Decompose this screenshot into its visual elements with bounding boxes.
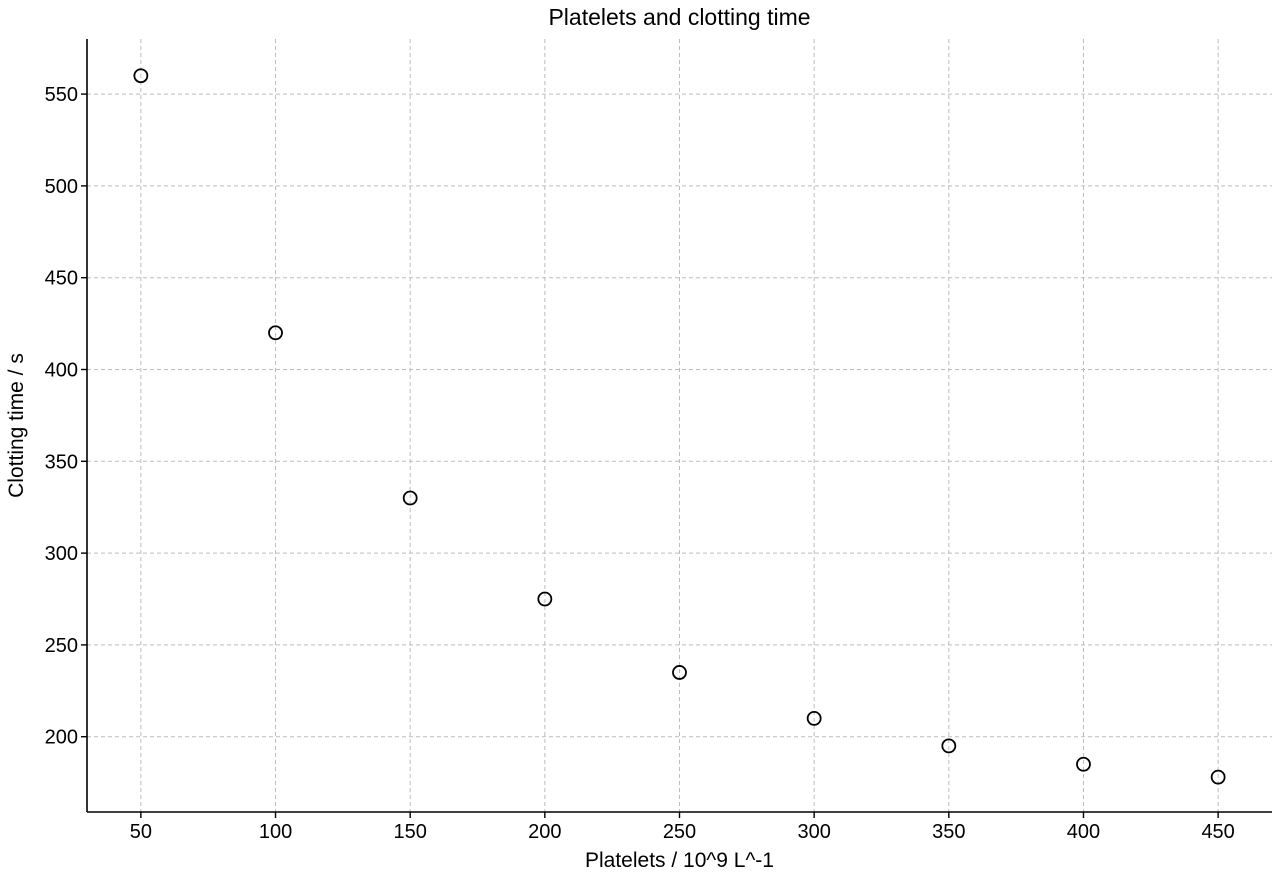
y-tick-label: 400 (45, 359, 78, 381)
y-tick-label: 450 (45, 268, 78, 290)
points-layer (133, 68, 1226, 785)
x-tick-label: 250 (663, 821, 696, 843)
x-tick-label: 100 (259, 821, 292, 843)
x-tick-label: 200 (528, 821, 561, 843)
data-point (672, 665, 687, 680)
data-point (268, 325, 283, 341)
x-tick-label: 150 (393, 821, 426, 843)
x-tick-label: 300 (797, 821, 830, 843)
data-point (806, 710, 822, 726)
y-axis-label: Clotting time / s (5, 353, 28, 498)
chart-title: Platelets and clotting time (548, 4, 810, 30)
data-point (133, 68, 149, 84)
data-point (537, 591, 553, 607)
x-tick-label: 450 (1201, 821, 1234, 843)
data-point (1076, 756, 1091, 772)
y-tick-label: 550 (45, 84, 78, 106)
y-tick-label: 300 (45, 543, 78, 565)
data-point (402, 490, 418, 506)
x-tick-label: 50 (130, 821, 152, 843)
y-tick-label: 250 (45, 635, 78, 657)
x-tick-label: 400 (1067, 821, 1100, 843)
y-tick-label: 350 (45, 451, 78, 473)
ticks-layer: 50 100 150 200 250 300 350 400 450 200 250 300 350 40… (45, 84, 1235, 843)
x-axis-label: Platelets / 10^9 L^-1 (585, 849, 774, 872)
x-tick-label: 350 (932, 821, 965, 843)
grid-layer (87, 39, 1272, 812)
data-point (1210, 769, 1226, 785)
data-point (941, 738, 957, 754)
y-tick-label: 200 (45, 727, 78, 749)
y-tick-label: 500 (45, 176, 78, 198)
